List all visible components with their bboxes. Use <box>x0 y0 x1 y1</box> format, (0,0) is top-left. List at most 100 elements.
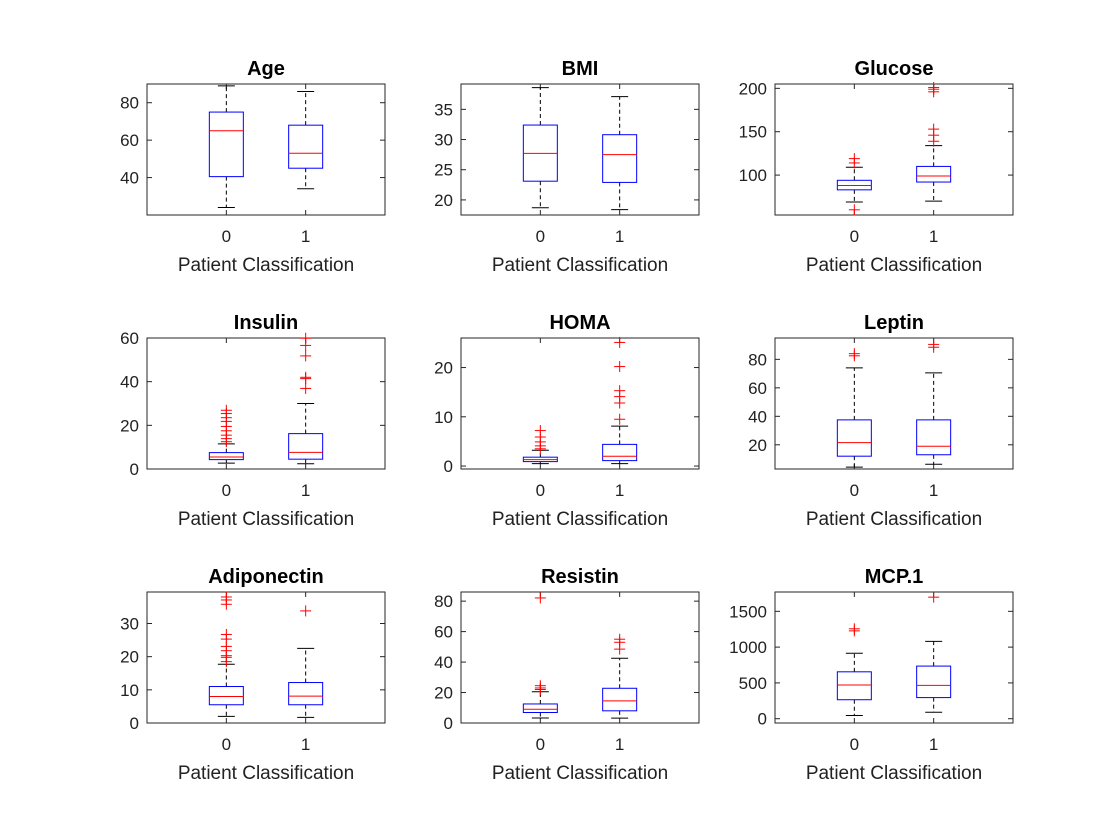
outlier-marker <box>928 338 940 350</box>
outlier-marker <box>300 382 312 394</box>
box-0 <box>208 404 244 464</box>
subplot-title: BMI <box>562 58 599 80</box>
subplot-title: Resistin <box>541 566 619 588</box>
outlier-marker <box>848 348 860 360</box>
iqr-box <box>288 124 324 169</box>
subplot-homa: HOMA 0 10 20 0 1 Patient Classification <box>434 312 700 530</box>
box-0 <box>522 87 558 209</box>
axes-frame <box>146 83 386 216</box>
y-tick-label: 20 <box>434 359 453 378</box>
subplot-glucose: Glucose 100 150 200 0 1 Patient Classification <box>739 58 1014 276</box>
box-0 <box>836 153 872 216</box>
y-tick-label: 40 <box>120 373 139 392</box>
y-tick-label: 40 <box>120 169 139 188</box>
box-1 <box>602 96 638 211</box>
y-tick-label: 35 <box>434 100 453 119</box>
y-tick-label: 100 <box>739 166 767 185</box>
box-1 <box>916 81 952 202</box>
outlier-marker <box>614 336 626 348</box>
axes-frame <box>774 591 1014 724</box>
y-tick-label: 200 <box>739 79 767 98</box>
y-tick-label: 40 <box>434 653 453 672</box>
y-tick-label: 60 <box>434 623 453 642</box>
subplot-resistin: Resistin 0 20 40 60 80 0 1 Patient Classificatio… <box>434 566 700 784</box>
y-tick-label: 0 <box>444 457 453 476</box>
outlier-marker <box>300 332 312 344</box>
iqr-box <box>288 433 324 460</box>
subplot-adiponectin: Adiponectin 0 10 20 30 0 1 Patient Classificati… <box>120 566 386 784</box>
x-axis-label: Patient Classification <box>806 509 982 530</box>
subplot-title: Glucose <box>855 58 934 80</box>
axes-frame <box>774 83 1014 216</box>
y-tick-label: 25 <box>434 161 453 180</box>
box-0 <box>836 623 872 716</box>
y-tick-label: 60 <box>120 329 139 348</box>
outlier-marker <box>614 413 626 425</box>
y-tick-label: 60 <box>120 131 139 150</box>
axes-frame <box>460 83 700 216</box>
x-axis-label: Patient Classification <box>806 255 982 276</box>
box-1 <box>288 332 324 465</box>
y-tick-label: 30 <box>120 615 139 634</box>
iqr-box <box>602 134 638 183</box>
x-tick-label: 1 <box>929 735 938 754</box>
x-tick-label: 0 <box>850 735 859 754</box>
subplot-bmi: BMI 20 25 30 35 0 1 Patient Classification <box>434 58 700 276</box>
iqr-box <box>916 165 952 183</box>
y-tick-label: 150 <box>739 123 767 142</box>
x-tick-label: 0 <box>850 227 859 246</box>
y-tick-label: 1500 <box>729 602 767 621</box>
y-tick-label: 0 <box>130 460 139 479</box>
x-axis-label: Patient Classification <box>806 763 982 784</box>
y-tick-label: 20 <box>120 648 139 667</box>
box-1 <box>288 605 324 718</box>
x-tick-label: 0 <box>536 481 545 500</box>
outlier-marker <box>300 350 312 362</box>
outlier-marker <box>534 680 546 692</box>
iqr-box <box>208 452 244 461</box>
outlier-marker <box>848 623 860 635</box>
x-tick-label: 1 <box>615 227 624 246</box>
y-tick-label: 80 <box>748 350 767 369</box>
box-0 <box>522 592 558 719</box>
x-axis-label: Patient Classification <box>492 509 668 530</box>
y-tick-label: 40 <box>748 407 767 426</box>
iqr-box <box>208 686 244 706</box>
iqr-box <box>522 703 558 713</box>
box-1 <box>602 633 638 719</box>
y-tick-label: 1000 <box>729 638 767 657</box>
outlier-marker <box>848 204 860 216</box>
y-tick-label: 0 <box>130 714 139 733</box>
axes-frame <box>460 591 700 724</box>
outlier-marker <box>300 371 312 383</box>
box-1 <box>288 90 324 190</box>
y-tick-label: 30 <box>434 131 453 150</box>
outlier-marker <box>534 592 546 604</box>
outlier-marker <box>928 123 940 135</box>
iqr-box <box>602 443 638 462</box>
outlier-marker <box>300 605 312 617</box>
y-tick-label: 60 <box>748 379 767 398</box>
axes-frame <box>774 337 1014 470</box>
iqr-box <box>916 665 952 699</box>
x-tick-label: 0 <box>536 735 545 754</box>
outlier-marker <box>534 425 546 437</box>
subplot-age: Age 40 60 80 0 1 Patient Classification <box>120 58 386 276</box>
iqr-box <box>288 682 324 706</box>
outlier-marker <box>220 404 232 416</box>
y-tick-label: 10 <box>120 681 139 700</box>
iqr-box <box>602 687 638 712</box>
y-tick-label: 20 <box>120 416 139 435</box>
x-tick-label: 1 <box>301 735 310 754</box>
y-tick-label: 20 <box>748 436 767 455</box>
x-tick-label: 1 <box>615 735 624 754</box>
x-axis-label: Patient Classification <box>492 763 668 784</box>
subplot-title: Age <box>247 58 285 80</box>
outlier-marker <box>928 81 940 93</box>
axes-frame <box>146 591 386 724</box>
x-axis-label: Patient Classification <box>492 255 668 276</box>
subplot-leptin: Leptin 20 40 60 80 0 1 Patient Classification <box>748 312 1014 530</box>
outlier-marker <box>614 361 626 373</box>
box-0 <box>208 85 244 209</box>
